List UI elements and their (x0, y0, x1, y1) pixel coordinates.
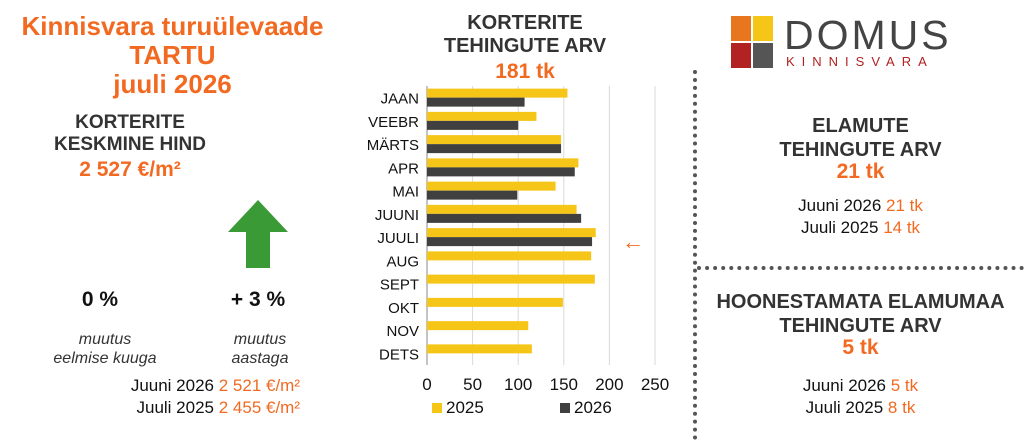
chart-total-value: 181 tk (495, 60, 555, 83)
land-history-label: Juuli 2025 (805, 398, 884, 417)
houses-title-line2: TEHINGUTE ARV (779, 139, 942, 161)
price-history-row: Juuni 2026 2 521 €/m² (60, 376, 300, 396)
report-title-city: TARTU (129, 40, 216, 70)
green-up-arrow-icon (228, 200, 288, 268)
bar-2025 (427, 88, 568, 98)
bar-2025 (427, 135, 562, 145)
bar-2026 (427, 237, 593, 247)
bar-2025 (427, 321, 529, 331)
bar-2026 (427, 97, 525, 107)
bar-2025 (427, 204, 577, 214)
houses-history-row: Juuli 2025 14 tk (697, 218, 1024, 238)
legend-swatch-2026 (560, 403, 570, 413)
legend-label-2026: 2026 (574, 398, 612, 417)
report-title-line1: Kinnisvara turuülevaade (21, 11, 324, 41)
x-tick-label: 250 (641, 375, 669, 394)
domus-logo-mark (731, 16, 773, 68)
report-title: Kinnisvara turuülevaade TARTU juuli 2026 (0, 12, 345, 99)
bar-2026 (427, 190, 518, 200)
avg-price-label-line1: KORTERITE (75, 112, 185, 133)
report-title-period: juuli 2026 (113, 69, 232, 99)
monthly-change-label-line2: eelmise kuuga (53, 350, 157, 367)
land-history-value: 5 tk (890, 376, 919, 395)
land-title: HOONESTAMATA ELAMUMAA TEHINGUTE ARV (697, 290, 1024, 338)
bar-2025 (427, 158, 579, 168)
monthly-change-label-line1: muutus (78, 331, 132, 348)
avg-price-label-line2: KESKMINE HIND (53, 134, 206, 155)
bar-2026 (427, 144, 562, 154)
avg-price-value: 2 527 €/m² (79, 158, 181, 181)
legend-swatch-2025 (432, 403, 442, 413)
category-label: JUUNI (375, 207, 419, 224)
houses-history-value: 14 tk (883, 218, 921, 237)
category-label: AUG (386, 253, 419, 270)
bar-2025 (427, 111, 537, 121)
x-tick-label: 50 (463, 375, 482, 394)
bar-2025 (427, 344, 532, 354)
houses-title-line1: ELAMUTE (812, 115, 909, 137)
category-label: MÄRTS (367, 137, 419, 154)
houses-value: 21 tk (836, 160, 885, 183)
houses-history-label: Juuni 2026 (798, 196, 882, 215)
bar-2026 (427, 213, 582, 223)
monthly-change-label: muutus eelmise kuuga (40, 330, 170, 368)
land-history-row: Juuni 2026 5 tk (697, 376, 1024, 396)
horizontal-dotted-divider (697, 266, 1024, 270)
houses-history-label: Juuli 2025 (800, 218, 879, 237)
category-label: JUULI (377, 230, 419, 247)
land-history-label: Juuni 2026 (802, 376, 887, 395)
category-label: OKT (388, 300, 419, 317)
price-history-value: 2 455 €/m² (218, 398, 300, 417)
chart-title-line1: KORTERITE (467, 12, 583, 34)
yearly-change-label: muutus aastaga (205, 330, 315, 368)
bar-2025 (427, 181, 556, 191)
monthly-change-value: 0 % (81, 288, 119, 311)
category-label: MAI (392, 184, 419, 201)
chart-title: KORTERITE TEHINGUTE ARV (410, 12, 640, 58)
category-label: SEPT (380, 277, 419, 294)
land-history-row: Juuli 2025 8 tk (697, 398, 1024, 418)
category-label: DETS (379, 346, 419, 363)
x-tick-label: 100 (504, 375, 532, 394)
yearly-change-label-line1: muutus (233, 331, 287, 348)
apartment-transactions-chart: 0 50 100 150 200 250 JAAN VEEBR MÄRTS APR MAI JUUNI… (367, 86, 669, 417)
vertical-dotted-divider (693, 70, 697, 440)
domus-logo-sub: KINNISVARA (786, 54, 934, 69)
avg-price-label: KORTERITE KESKMINE HIND (40, 112, 220, 156)
houses-history-value: 21 tk (886, 196, 923, 215)
category-label: JAAN (381, 91, 419, 108)
bar-2025 (427, 274, 595, 284)
x-tick-label: 150 (550, 375, 578, 394)
price-history-value: 2 521 €/m² (218, 376, 300, 395)
bar-2025 (427, 228, 596, 238)
land-title-line1: HOONESTAMATA ELAMUMAA (716, 291, 1005, 313)
category-label: VEEBR (368, 114, 419, 131)
chart-title-line2: TEHINGUTE ARV (443, 35, 607, 57)
current-month-arrow-icon: ← (622, 229, 644, 254)
domus-logo-word: DOMUS (784, 12, 952, 58)
land-title-line2: TEHINGUTE ARV (779, 315, 942, 337)
yearly-change-value: + 3 % (230, 288, 286, 311)
category-label: APR (388, 160, 419, 177)
bar-2026 (427, 120, 519, 130)
houses-title: ELAMUTE TEHINGUTE ARV (697, 114, 1024, 162)
bar-2025 (427, 251, 592, 261)
x-tick-label: 200 (595, 375, 623, 394)
legend-label-2025: 2025 (446, 398, 484, 417)
bar-2026 (427, 167, 575, 177)
price-history-row: Juuli 2025 2 455 €/m² (60, 398, 300, 418)
bar-2025 (427, 297, 563, 307)
houses-history-row: Juuni 2026 21 tk (697, 196, 1024, 216)
price-history-label: Juuni 2026 (130, 376, 214, 395)
x-tick-label: 0 (422, 375, 431, 394)
category-label: NOV (386, 323, 419, 340)
land-value: 5 tk (842, 336, 879, 359)
yearly-change-label-line2: aastaga (231, 350, 289, 367)
land-history-value: 8 tk (887, 398, 916, 417)
price-history-label: Juuli 2025 (136, 398, 214, 417)
